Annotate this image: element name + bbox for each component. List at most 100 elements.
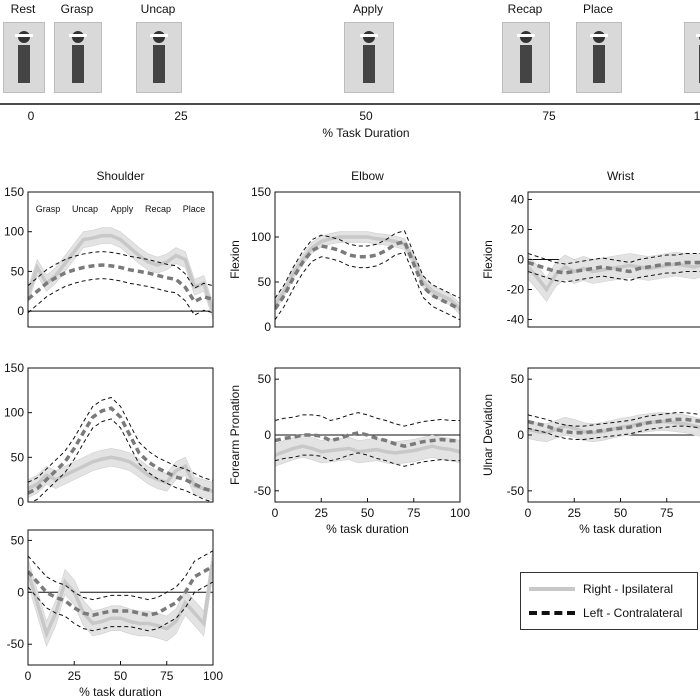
panel-shoulder-1 bbox=[27, 191, 214, 328]
y-tick-label: -50 bbox=[507, 484, 525, 498]
panel-plot-area bbox=[28, 548, 213, 648]
x-tick-label: 100 bbox=[203, 669, 223, 683]
y-tick-label: 0 bbox=[264, 320, 271, 334]
x-axis-label: % task duration bbox=[79, 685, 162, 699]
y-tick-label: 150 bbox=[4, 185, 24, 199]
timeline-tick-label: 25 bbox=[174, 109, 188, 123]
phase-annotation: Grasp bbox=[36, 204, 61, 214]
x-tick-label: 25 bbox=[568, 506, 582, 520]
y-axis-label: Ulnar Deviation bbox=[481, 394, 495, 476]
y-tick-label: -40 bbox=[507, 313, 525, 327]
left-contralateral-lower-bound bbox=[28, 278, 213, 316]
left-contralateral-upper-bound bbox=[275, 230, 460, 299]
y-tick-label: 0 bbox=[517, 253, 524, 267]
phase-label-rest: Rest bbox=[10, 2, 36, 16]
panel-elbow-2 bbox=[274, 367, 461, 503]
phase-annotation: Place bbox=[183, 204, 206, 214]
panel-plot-area bbox=[28, 227, 213, 320]
legend: Right - Ipsilateral Left - Contralateral bbox=[520, 572, 698, 630]
y-tick-label: 40 bbox=[511, 193, 525, 207]
x-tick-label: 100 bbox=[450, 506, 470, 520]
left-contralateral-lower-bound bbox=[28, 581, 213, 632]
panel-shoulder-3 bbox=[27, 529, 214, 666]
panel-plot-area bbox=[275, 230, 460, 321]
y-tick-label: 0 bbox=[517, 428, 524, 442]
y-tick-label: 20 bbox=[511, 223, 525, 237]
y-tick-label: 100 bbox=[4, 406, 24, 420]
y-tick-label: 0 bbox=[264, 428, 271, 442]
phase-photo-rest bbox=[3, 22, 45, 93]
right-ipsilateral-band bbox=[28, 448, 213, 501]
timeline-tick-label: 0 bbox=[28, 109, 35, 123]
panel-frame bbox=[27, 191, 214, 328]
phase-photo-apply bbox=[344, 22, 394, 93]
x-tick-label: 25 bbox=[315, 506, 329, 520]
phase-label-grasp: Grasp bbox=[60, 2, 94, 16]
phase-photo-uncap bbox=[136, 22, 182, 93]
x-tick-label: 50 bbox=[361, 506, 375, 520]
left-contralateral-lower-bound bbox=[528, 425, 700, 440]
panel-plot-area bbox=[275, 412, 460, 467]
y-axis-label: Flexion bbox=[228, 240, 242, 279]
left-contralateral-mean-line bbox=[275, 239, 460, 311]
left-contralateral-lower-bound bbox=[30, 418, 213, 502]
right-ipsilateral-mean-line bbox=[275, 235, 460, 311]
y-tick-label: 50 bbox=[258, 372, 272, 386]
panel-plot-area bbox=[28, 396, 213, 502]
left-contralateral-mean-line bbox=[28, 564, 213, 617]
right-ipsilateral-band bbox=[28, 548, 213, 648]
x-tick-label: 25 bbox=[68, 669, 82, 683]
right-ipsilateral-mean-line bbox=[275, 444, 460, 457]
panel-title: Elbow bbox=[351, 169, 384, 183]
right-ipsilateral-band bbox=[275, 231, 460, 315]
y-tick-label: 150 bbox=[251, 185, 271, 199]
left-contralateral-upper-bound bbox=[275, 412, 460, 427]
legend-swatch-right bbox=[529, 587, 575, 591]
y-axis-label: Flexion bbox=[481, 240, 495, 279]
x-tick-label: 0 bbox=[272, 506, 279, 520]
phase-photo-recap bbox=[502, 22, 550, 93]
left-contralateral-upper-bound bbox=[28, 396, 213, 483]
legend-item-left: Left - Contralateral bbox=[529, 605, 682, 621]
y-axis-label: Forearm Pronation bbox=[228, 385, 242, 485]
timeline-axis-label: % Task Duration bbox=[322, 126, 409, 140]
left-contralateral-mean-line bbox=[28, 406, 213, 495]
y-tick-label: 0 bbox=[17, 585, 24, 599]
phase-photo-grasp bbox=[54, 22, 102, 93]
y-tick-label: 150 bbox=[4, 361, 24, 375]
y-tick-label: 100 bbox=[251, 230, 271, 244]
left-contralateral-mean-line bbox=[528, 260, 700, 275]
right-ipsilateral-mean-line bbox=[28, 560, 213, 639]
y-tick-label: 50 bbox=[11, 450, 25, 464]
y-tick-label: 50 bbox=[511, 372, 525, 386]
left-contralateral-lower-bound bbox=[275, 251, 460, 321]
timeline-tick-label: 1 bbox=[694, 109, 700, 123]
left-contralateral-upper-bound bbox=[28, 251, 213, 289]
panel-title: Shoulder bbox=[96, 169, 144, 183]
right-ipsilateral-mean-line bbox=[28, 233, 213, 312]
legend-label-right: Right - Ipsilateral bbox=[583, 582, 674, 596]
legend-swatch-left bbox=[529, 611, 575, 615]
y-tick-label: -20 bbox=[507, 283, 525, 297]
x-tick-label: 75 bbox=[660, 506, 674, 520]
panel-plot-area bbox=[528, 251, 700, 303]
phase-annotation: Apply bbox=[111, 204, 134, 214]
x-tick-label: 0 bbox=[525, 506, 532, 520]
panel-wrist-2 bbox=[527, 367, 700, 503]
panel-shoulder-2 bbox=[27, 367, 214, 503]
x-tick-label: 75 bbox=[160, 669, 174, 683]
left-contralateral-mean-line bbox=[275, 430, 460, 448]
x-tick-label: 50 bbox=[614, 506, 628, 520]
legend-item-right: Right - Ipsilateral bbox=[529, 581, 673, 597]
left-contralateral-upper-bound bbox=[528, 412, 700, 427]
phase-label-apply: Apply bbox=[352, 2, 384, 16]
panel-plot-area bbox=[528, 412, 700, 443]
panel-title: Wrist bbox=[607, 169, 635, 183]
phase-annotation: Recap bbox=[145, 204, 171, 214]
panel-wrist-1 bbox=[527, 191, 700, 328]
left-contralateral-lower-bound bbox=[275, 452, 460, 467]
left-contralateral-mean-line bbox=[528, 417, 700, 435]
y-tick-label: 100 bbox=[4, 225, 24, 239]
panel-frame bbox=[27, 367, 214, 503]
